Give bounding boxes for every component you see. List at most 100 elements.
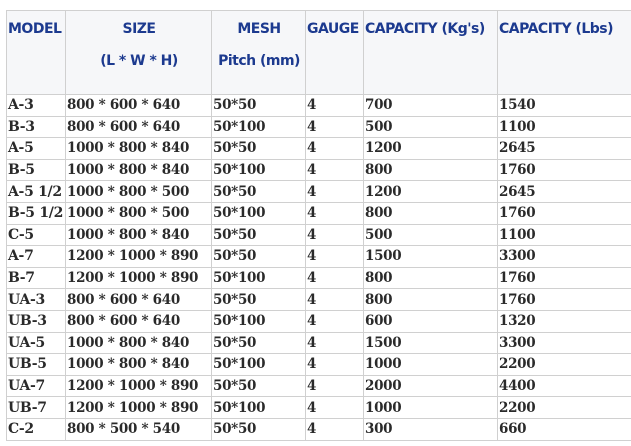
cell-model: A-5	[6, 137, 66, 160]
header-size: SIZE (L * W * H)	[65, 10, 212, 95]
cell-size: 1000 * 800 * 840	[65, 353, 212, 376]
cell-gauge: 4	[305, 115, 364, 139]
cell-mesh: 50*100	[211, 201, 306, 225]
header-capacity-kg: CAPACITY (Kg's)	[363, 10, 498, 95]
cell-capacity-kg: 1000	[363, 396, 498, 419]
cell-gauge: 4	[305, 201, 364, 225]
cell-model: UA-5	[6, 331, 66, 355]
cell-capacity-kg: 1200	[363, 180, 498, 203]
cell-model: B-7	[6, 266, 66, 290]
cell-model: C-2	[6, 417, 66, 441]
cell-gauge: 4	[305, 137, 364, 160]
cell-capacity-kg: 700	[363, 94, 498, 117]
cell-model: B-5 1/2	[6, 201, 66, 225]
cell-capacity-kg: 800	[363, 266, 498, 290]
cell-capacity-lbs: 3300	[497, 331, 631, 355]
cell-capacity-kg: 500	[363, 223, 498, 247]
cell-capacity-lbs: 2200	[497, 396, 631, 419]
cell-gauge: 4	[305, 94, 364, 117]
cell-mesh: 50*100	[211, 309, 306, 333]
cell-capacity-kg: 1500	[363, 331, 498, 355]
cell-size: 800 * 600 * 640	[65, 288, 212, 311]
cell-capacity-kg: 1200	[363, 137, 498, 160]
cell-capacity-lbs: 3300	[497, 245, 631, 268]
table-row: A-5 1/2 1000 * 800 * 500 50*50 4 1200 2645	[6, 180, 631, 203]
cell-gauge: 4	[305, 353, 364, 376]
table-row: UB-7 1200 * 1000 * 890 50*100 4 1000 2200	[6, 396, 631, 419]
cell-size: 1200 * 1000 * 890	[65, 374, 212, 398]
cell-size: 1200 * 1000 * 890	[65, 266, 212, 290]
table-row: B-3 800 * 600 * 640 50*100 4 500 1100	[6, 115, 631, 139]
cell-capacity-lbs: 2645	[497, 137, 631, 160]
table-row: UA-5 1000 * 800 * 840 50*50 4 1500 3300	[6, 331, 631, 355]
cell-mesh: 50*100	[211, 353, 306, 376]
cell-gauge: 4	[305, 180, 364, 203]
cell-model: C-5	[6, 223, 66, 247]
cell-size: 1000 * 800 * 840	[65, 331, 212, 355]
table-row: B-5 1000 * 800 * 840 50*100 4 800 1760	[6, 158, 631, 182]
cell-mesh: 50*50	[211, 223, 306, 247]
cell-capacity-lbs: 1100	[497, 115, 631, 139]
cell-model: A-3	[6, 94, 66, 117]
cell-gauge: 4	[305, 374, 364, 398]
cell-gauge: 4	[305, 331, 364, 355]
cell-gauge: 4	[305, 245, 364, 268]
cell-capacity-lbs: 1760	[497, 266, 631, 290]
cell-capacity-kg: 500	[363, 115, 498, 139]
cell-gauge: 4	[305, 309, 364, 333]
cell-capacity-kg: 1500	[363, 245, 498, 268]
cell-model: UA-3	[6, 288, 66, 311]
cell-gauge: 4	[305, 288, 364, 311]
cell-gauge: 4	[305, 396, 364, 419]
cell-size: 800 * 600 * 640	[65, 309, 212, 333]
cell-capacity-kg: 1000	[363, 353, 498, 376]
cell-model: B-5	[6, 158, 66, 182]
cell-mesh: 50*100	[211, 396, 306, 419]
table-row: UA-3 800 * 600 * 640 50*50 4 800 1760	[6, 288, 631, 311]
cell-model: UB-3	[6, 309, 66, 333]
cell-size: 1000 * 800 * 500	[65, 201, 212, 225]
cell-mesh: 50*50	[211, 137, 306, 160]
header-mesh: MESH Pitch (mm)	[211, 10, 306, 95]
table-row: UA-7 1200 * 1000 * 890 50*50 4 2000 4400	[6, 374, 631, 398]
header-gauge: GAUGE	[305, 10, 364, 95]
table-row: A-5 1000 * 800 * 840 50*50 4 1200 2645	[6, 137, 631, 160]
capacity-table: MODEL SIZE (L * W * H) MESH Pitch (mm) GAU…	[6, 10, 631, 441]
cell-mesh: 50*50	[211, 180, 306, 203]
cell-size: 800 * 600 * 640	[65, 115, 212, 139]
cell-capacity-kg: 2000	[363, 374, 498, 398]
cell-mesh: 50*50	[211, 245, 306, 268]
cell-model: A-5 1/2	[6, 180, 66, 203]
cell-gauge: 4	[305, 266, 364, 290]
cell-size: 1200 * 1000 * 890	[65, 245, 212, 268]
cell-gauge: 4	[305, 223, 364, 247]
table-row: B-7 1200 * 1000 * 890 50*100 4 800 1760	[6, 266, 631, 290]
cell-capacity-kg: 800	[363, 158, 498, 182]
cell-mesh: 50*50	[211, 288, 306, 311]
cell-model: UB-5	[6, 353, 66, 376]
cell-capacity-kg: 800	[363, 288, 498, 311]
cell-size: 1000 * 800 * 840	[65, 137, 212, 160]
table-row: UB-3 800 * 600 * 640 50*100 4 600 1320	[6, 309, 631, 333]
table-row: A-3 800 * 600 * 640 50*50 4 700 1540	[6, 94, 631, 117]
table-row: C-2 800 * 500 * 540 50*50 4 300 660	[6, 417, 631, 441]
cell-capacity-lbs: 2645	[497, 180, 631, 203]
cell-mesh: 50*50	[211, 331, 306, 355]
cell-size: 800 * 600 * 640	[65, 94, 212, 117]
cell-model: B-3	[6, 115, 66, 139]
header-row: MODEL SIZE (L * W * H) MESH Pitch (mm) GAU…	[6, 10, 631, 95]
cell-capacity-lbs: 1320	[497, 309, 631, 333]
cell-model: UB-7	[6, 396, 66, 419]
cell-model: A-7	[6, 245, 66, 268]
cell-mesh: 50*50	[211, 417, 306, 441]
cell-capacity-lbs: 660	[497, 417, 631, 441]
cell-capacity-lbs: 1540	[497, 94, 631, 117]
cell-mesh: 50*50	[211, 94, 306, 117]
cell-mesh: 50*50	[211, 374, 306, 398]
cell-model: UA-7	[6, 374, 66, 398]
header-model: MODEL	[6, 10, 66, 95]
cell-capacity-kg: 300	[363, 417, 498, 441]
cell-gauge: 4	[305, 417, 364, 441]
table-row: A-7 1200 * 1000 * 890 50*50 4 1500 3300	[6, 245, 631, 268]
table-row: UB-5 1000 * 800 * 840 50*100 4 1000 2200	[6, 353, 631, 376]
